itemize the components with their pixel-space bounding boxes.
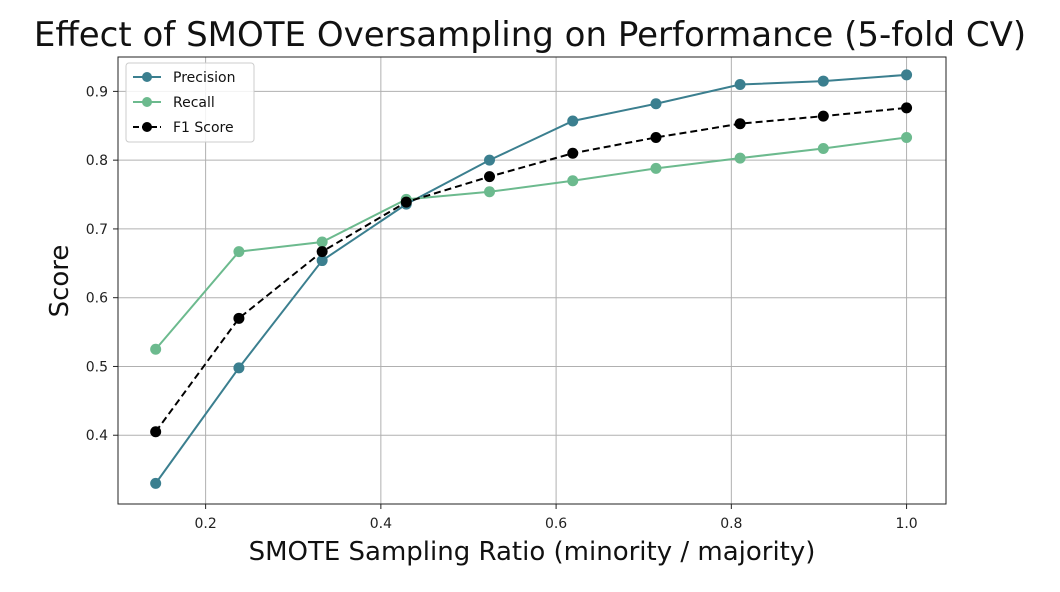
- series-line-recall: [154, 136, 907, 350]
- legend-item-recall: Recall: [133, 95, 215, 111]
- x-axis-label: SMOTE Sampling Ratio (minority / majorit…: [249, 537, 816, 567]
- y-tick-label: 0.7: [86, 222, 108, 238]
- data-point-recall: [233, 246, 245, 258]
- legend-item-f1-score: F1 Score: [133, 120, 234, 136]
- data-point-f1-score: [567, 147, 579, 159]
- x-axis: 0.2 0.4 0.6 0.8 1.0: [194, 504, 918, 532]
- data-point-precision: [484, 154, 496, 166]
- y-axis-label: Score: [45, 245, 75, 318]
- data-point-f1-score: [233, 312, 245, 324]
- data-point-f1-score: [316, 246, 328, 258]
- y-tick-label: 0.4: [86, 428, 108, 444]
- data-point-f1-score: [484, 171, 496, 183]
- legend-label-precision: Precision: [173, 70, 235, 86]
- legend-label-f1-score: F1 Score: [173, 120, 234, 136]
- data-point-recall: [150, 343, 162, 355]
- legend-box: [125, 62, 255, 143]
- plot-frame: [117, 56, 947, 505]
- data-point-f1-score: [817, 110, 829, 122]
- y-tick-label: 0.6: [86, 291, 108, 307]
- series-layer: [150, 69, 913, 489]
- data-point-precision: [901, 69, 913, 81]
- x-tick-label: 1.0: [895, 516, 917, 532]
- legend-marker-f1-score: [142, 122, 152, 132]
- data-point-recall: [567, 175, 579, 187]
- y-axis: 0.4 0.5 0.6 0.7 0.8 0.9: [86, 84, 118, 444]
- data-point-recall: [316, 236, 328, 248]
- legend-marker-recall: [142, 97, 152, 107]
- data-point-recall: [817, 142, 829, 154]
- series-recall: [150, 131, 913, 355]
- grid: [118, 57, 946, 504]
- x-tick-label: 0.2: [194, 516, 216, 532]
- data-point-precision: [567, 115, 579, 127]
- data-point-precision: [734, 79, 746, 91]
- data-point-f1-score: [734, 118, 746, 130]
- legend-marker-precision: [142, 72, 152, 82]
- legend: Precision Recall F1 Score: [125, 62, 255, 143]
- data-point-precision: [650, 98, 662, 110]
- data-point-f1-score: [400, 196, 412, 208]
- data-point-f1-score: [901, 102, 913, 114]
- data-point-recall: [650, 162, 662, 174]
- data-point-f1-score: [650, 131, 662, 143]
- y-tick-label: 0.5: [86, 359, 108, 375]
- legend-label-recall: Recall: [173, 95, 215, 111]
- series-line-f1-score: [154, 106, 907, 433]
- series-line-precision: [154, 73, 907, 484]
- y-tick-label: 0.8: [86, 153, 108, 169]
- data-point-precision: [817, 75, 829, 87]
- x-tick-label: 0.8: [720, 516, 742, 532]
- data-point-recall: [484, 186, 496, 198]
- data-point-f1-score: [150, 426, 162, 438]
- data-point-precision: [150, 477, 162, 489]
- data-point-precision: [233, 362, 245, 374]
- x-tick-label: 0.4: [370, 516, 392, 532]
- y-tick-label: 0.9: [86, 84, 108, 100]
- series-f1-score: [150, 102, 913, 438]
- x-tick-label: 0.6: [545, 516, 567, 532]
- legend-item-precision: Precision: [133, 70, 235, 86]
- series-precision: [150, 69, 913, 489]
- chart-title: Effect of SMOTE Oversampling on Performa…: [34, 15, 1026, 55]
- data-point-recall: [734, 152, 746, 164]
- data-point-recall: [901, 131, 913, 143]
- data-point-precision: [316, 255, 328, 267]
